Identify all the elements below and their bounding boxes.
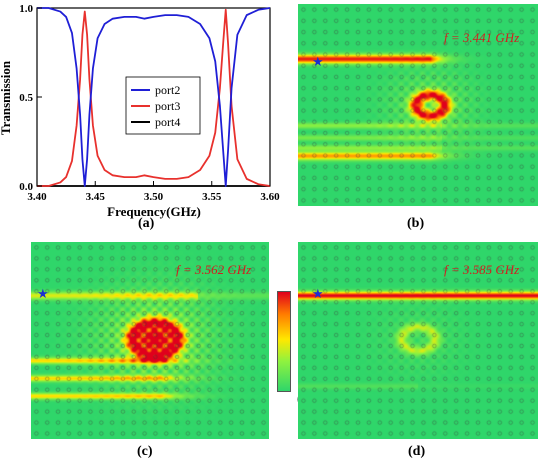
- panel-label-b: (b): [407, 216, 425, 231]
- field-map-c: [31, 242, 269, 439]
- panel-label-a: (a): [138, 216, 155, 231]
- transmission-chart: 3.40 3.45 3.50 3.55 3.60 0.0 0.5 1.0 Transmissi…: [0, 3, 280, 219]
- y-tick-label: 1.0: [19, 3, 33, 15]
- frequency-label-d: f = 3.585 GHz: [444, 262, 520, 277]
- x-tick-label: 3.60: [260, 191, 280, 203]
- frequency-label-b: f = 3.441 GHz: [444, 30, 520, 45]
- legend: port2 port3 port4: [125, 76, 201, 135]
- frequency-label-c: f = 3.562 GHz: [176, 262, 252, 277]
- x-tick-label: 3.45: [86, 191, 106, 203]
- legend-label-port4: port4: [155, 115, 180, 129]
- y-axis-label: Transmission: [0, 60, 13, 135]
- series-line-port2: [37, 7, 271, 187]
- y-tick-label: 0.0: [19, 181, 33, 193]
- x-axis-label: Frequency(GHz): [107, 204, 201, 219]
- x-tick-label: 3.55: [202, 191, 222, 203]
- legend-label-port2: port2: [155, 83, 180, 97]
- source-star-icon: ★: [37, 286, 49, 301]
- source-star-icon: ★: [312, 286, 324, 301]
- x-tick-label: 3.50: [144, 191, 164, 203]
- legend-label-port3: port3: [155, 99, 180, 113]
- panel-label-c: (c): [137, 444, 153, 459]
- source-star-icon: ★: [312, 54, 324, 69]
- field-map-d: [298, 242, 538, 439]
- colorbar: [277, 291, 291, 392]
- panel-label-d: (d): [408, 444, 426, 459]
- field-map-b: [298, 4, 538, 206]
- x-tick-label: 3.40: [27, 191, 47, 203]
- y-tick-label: 0.5: [19, 92, 33, 104]
